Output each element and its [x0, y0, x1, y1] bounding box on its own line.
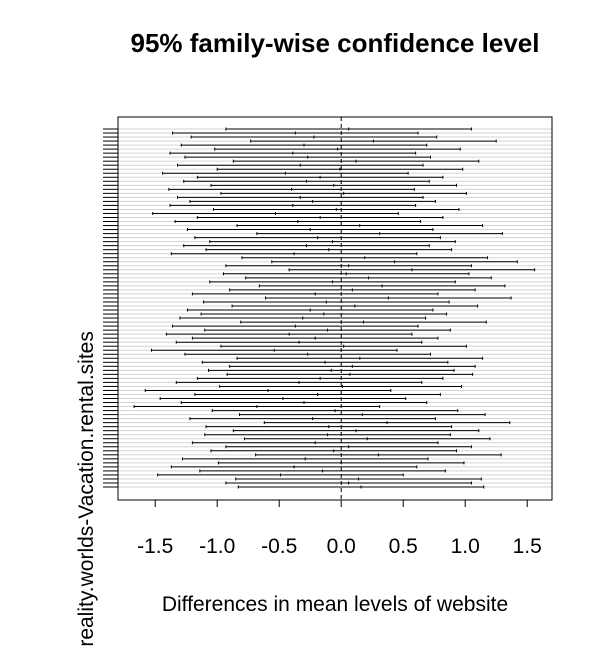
x-tick-label: 1.5: [513, 535, 542, 558]
x-tick-label: 0.5: [389, 535, 418, 558]
x-tick-label: -0.5: [261, 535, 297, 558]
x-axis-label: Differences in mean levels of website: [162, 593, 508, 616]
y-axis-ticks: [103, 128, 118, 488]
grid-lines: [118, 128, 552, 488]
x-tick-label: -1.0: [199, 535, 235, 558]
interval-group: [133, 127, 536, 489]
x-tick-label: 0.0: [327, 535, 356, 558]
x-tick-label: 1.0: [451, 535, 480, 558]
x-tick-label: -1.5: [137, 535, 173, 558]
chart-title: 95% family-wise confidence level: [131, 28, 540, 58]
y-axis-label: al.reality.worlds-Vacation.rental.sites: [75, 331, 98, 648]
x-axis: -1.5 -1.0 -0.5 0.0 0.5 1.0 1.5: [137, 500, 542, 558]
plot-frame: [117, 116, 553, 501]
